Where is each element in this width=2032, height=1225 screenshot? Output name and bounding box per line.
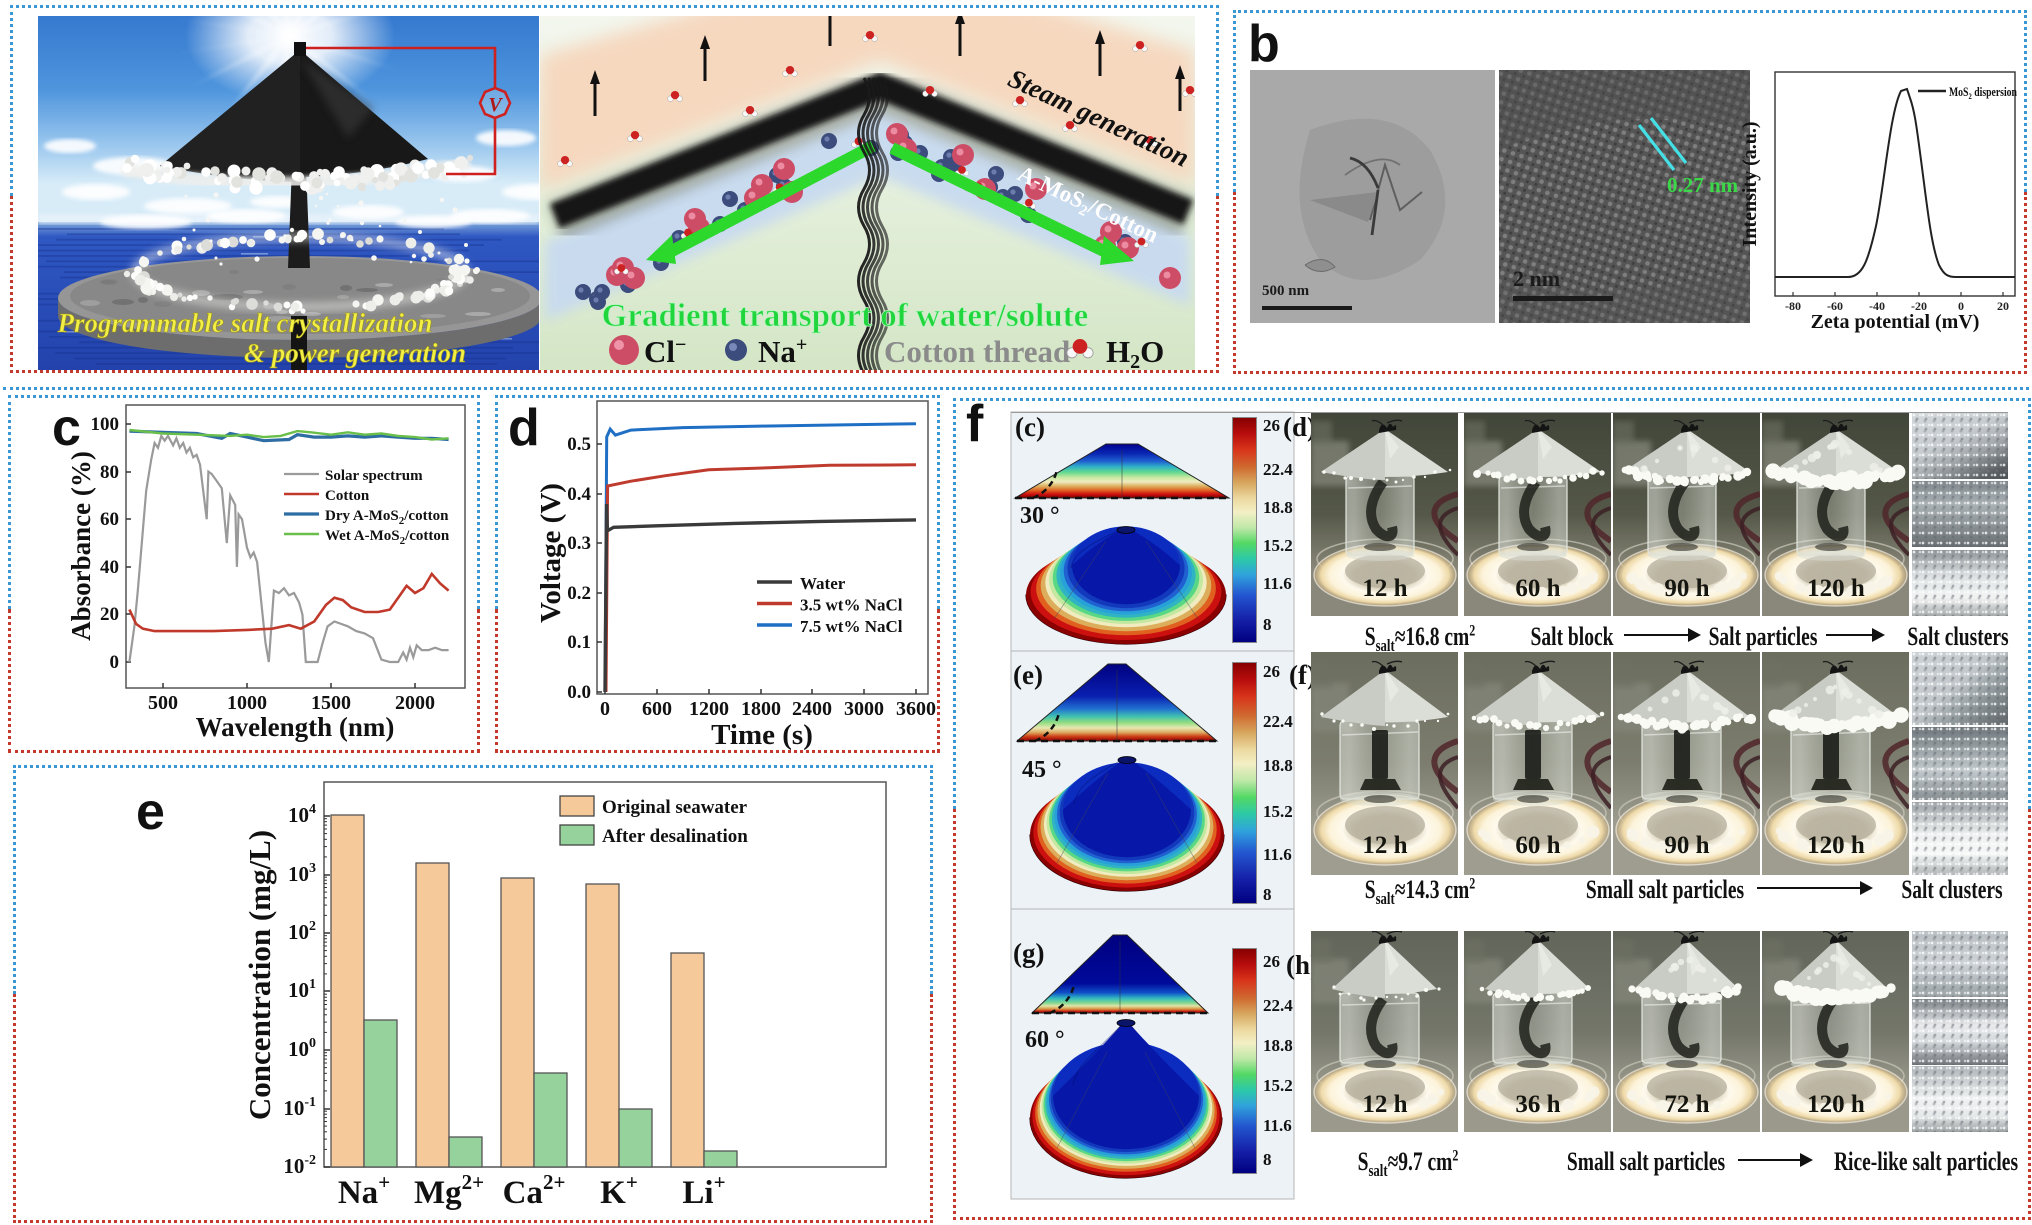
svg-text:0: 0 [1958, 299, 1964, 313]
svg-text:1200: 1200 [689, 698, 729, 720]
svg-text:-20: -20 [1911, 299, 1927, 313]
svg-text:1500: 1500 [311, 692, 351, 714]
svg-text:Wet A-MoS2/cotton: Wet A-MoS2/cotton [325, 528, 450, 547]
svg-text:Cotton: Cotton [325, 488, 370, 504]
svg-text:60 h: 60 h [1515, 832, 1560, 859]
svg-text:Li+: Li+ [682, 1170, 725, 1211]
svg-text:120 h: 120 h [1807, 575, 1865, 602]
svg-text:3000: 3000 [844, 698, 884, 720]
svg-text:20: 20 [100, 604, 119, 625]
svg-text:30 °: 30 ° [1020, 503, 1060, 529]
svg-text:500 nm: 500 nm [1262, 283, 1310, 299]
svg-text:& power generation: & power generation [244, 338, 466, 368]
svg-text:0.1: 0.1 [567, 632, 591, 653]
svg-text:90 h: 90 h [1664, 832, 1709, 859]
svg-text:1800: 1800 [741, 698, 781, 720]
svg-text:120 h: 120 h [1807, 832, 1865, 859]
svg-text:10-2: 10-2 [283, 1153, 316, 1178]
svg-text:Original seawater: Original seawater [602, 797, 748, 818]
svg-text:Time (s): Time (s) [711, 719, 813, 751]
svg-text:101: 101 [288, 977, 316, 1002]
svg-text:7.5 wt% NaCl: 7.5 wt% NaCl [800, 617, 903, 636]
svg-text:90 h: 90 h [1664, 575, 1709, 602]
svg-text:45 °: 45 ° [1022, 757, 1062, 783]
svg-text:60 °: 60 ° [1025, 1027, 1065, 1053]
svg-text:K+: K+ [600, 1170, 638, 1211]
svg-text:1000: 1000 [227, 692, 267, 714]
svg-text:12 h: 12 h [1362, 1091, 1407, 1118]
svg-text:Ca2+: Ca2+ [503, 1170, 566, 1211]
svg-text:3.5 wt% NaCl: 3.5 wt% NaCl [800, 596, 903, 615]
svg-text:2400: 2400 [792, 698, 832, 720]
svg-text:0.4: 0.4 [567, 484, 591, 505]
svg-text:12 h: 12 h [1362, 832, 1407, 859]
svg-text:0.27 nm: 0.27 nm [1667, 173, 1739, 197]
svg-text:-40: -40 [1869, 299, 1885, 313]
svg-text:Absorbance (%): Absorbance (%) [66, 451, 96, 641]
svg-text:H2O: H2O [1106, 334, 1164, 370]
svg-text:2000: 2000 [395, 692, 435, 714]
svg-text:0: 0 [600, 698, 610, 720]
svg-text:2 nm: 2 nm [1513, 266, 1560, 291]
svg-text:80: 80 [100, 462, 119, 483]
svg-text:Na+: Na+ [338, 1170, 390, 1211]
svg-text:100: 100 [288, 1036, 316, 1061]
svg-text:0.5: 0.5 [567, 434, 591, 455]
svg-text:3600: 3600 [896, 698, 936, 720]
svg-text:40: 40 [100, 557, 119, 578]
svg-text:120 h: 120 h [1807, 1091, 1865, 1118]
svg-text:100: 100 [91, 414, 120, 435]
svg-text:Wavelength (nm): Wavelength (nm) [196, 712, 395, 742]
svg-text:0.0: 0.0 [567, 682, 591, 703]
svg-text:Gradient transport of water/so: Gradient transport of water/solute [602, 298, 1089, 334]
svg-text:Water: Water [800, 574, 846, 593]
svg-text:103: 103 [288, 861, 316, 886]
svg-text:-60: -60 [1827, 299, 1843, 313]
svg-text:60 h: 60 h [1515, 575, 1560, 602]
svg-text:0: 0 [110, 652, 120, 673]
svg-text:Cotton thread: Cotton thread [884, 334, 1070, 369]
svg-text:500: 500 [148, 692, 178, 714]
svg-text:Voltage (V): Voltage (V) [535, 483, 567, 623]
svg-text:36 h: 36 h [1515, 1091, 1560, 1118]
svg-text:60: 60 [100, 509, 119, 530]
svg-text:72 h: 72 h [1664, 1091, 1709, 1118]
svg-text:Zeta potential (mV): Zeta potential (mV) [1811, 311, 1980, 333]
svg-text:104: 104 [288, 802, 316, 827]
svg-text:12 h: 12 h [1362, 575, 1407, 602]
svg-text:20: 20 [1997, 299, 2009, 313]
svg-text:600: 600 [642, 698, 672, 720]
svg-text:Dry A-MoS2/cotton: Dry A-MoS2/cotton [325, 508, 449, 527]
svg-text:After desalination: After desalination [602, 826, 748, 847]
svg-text:Concentration (mg/L): Concentration (mg/L) [242, 830, 277, 1120]
svg-text:Intensity (a.u.): Intensity (a.u.) [1740, 121, 1761, 246]
svg-text:102: 102 [288, 919, 316, 944]
svg-text:Mg2+: Mg2+ [414, 1170, 484, 1211]
svg-text:0.2: 0.2 [567, 583, 591, 604]
svg-text:10-1: 10-1 [283, 1095, 316, 1120]
svg-text:0.3: 0.3 [567, 533, 591, 554]
svg-text:MoS2 dispersion: MoS2 dispersion [1949, 86, 2018, 101]
svg-text:-80: -80 [1785, 299, 1801, 313]
svg-text:Programmable salt crystallizat: Programmable salt crystallization [56, 308, 432, 338]
svg-text:V: V [488, 94, 503, 116]
svg-text:Solar spectrum: Solar spectrum [325, 468, 423, 484]
